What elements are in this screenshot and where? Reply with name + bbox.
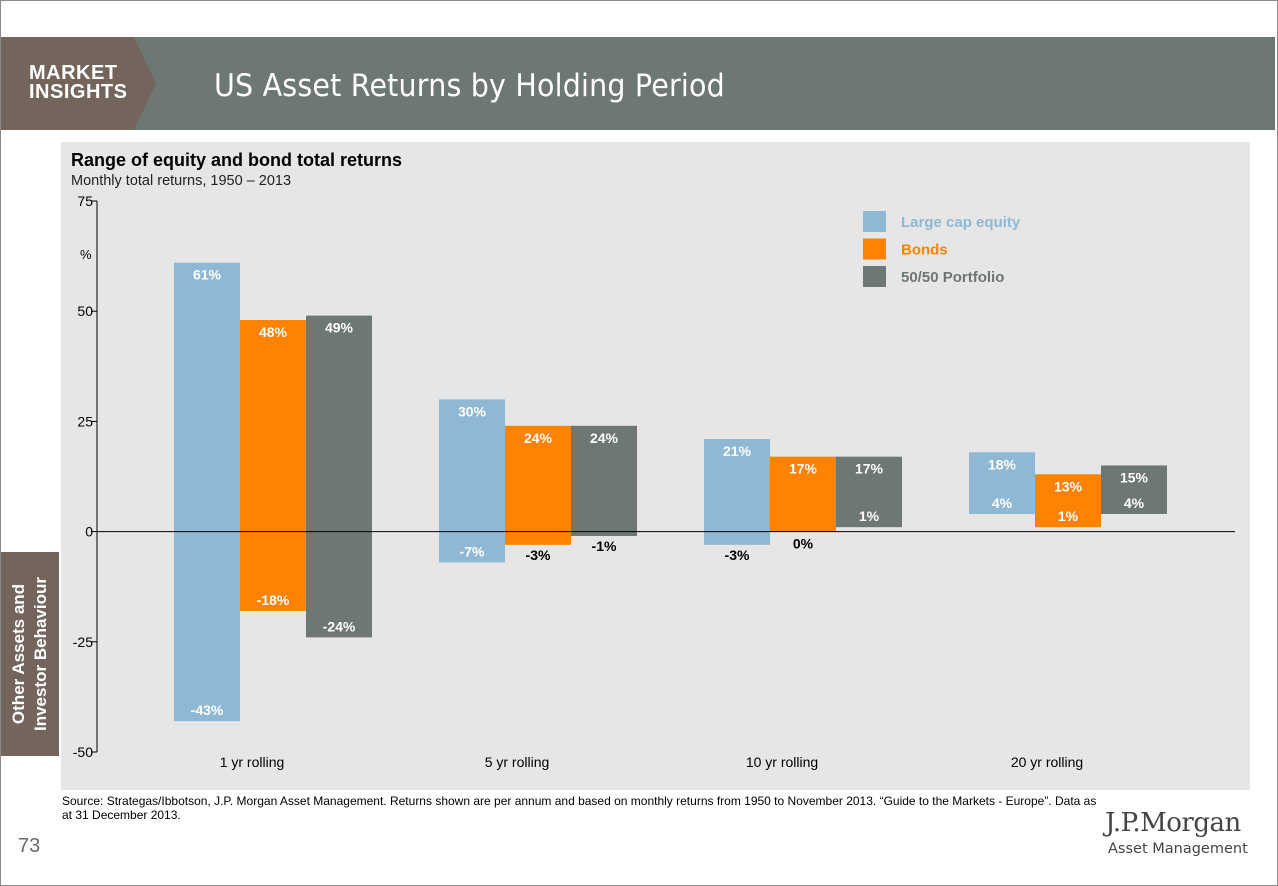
- x-category-label: 5 yr rolling: [485, 754, 550, 770]
- bar-bonds: [240, 320, 306, 611]
- bar-min-label: -3%: [526, 547, 551, 563]
- bar-50-50-portfolio: [571, 425, 637, 537]
- bar-max-label: 49%: [325, 320, 354, 336]
- bar-max-label: 30%: [458, 403, 487, 419]
- bar-50-50-portfolio: [1101, 465, 1167, 514]
- bar-min-label: -24%: [323, 618, 356, 634]
- brand-line-2: INSIGHTS: [29, 81, 128, 103]
- jpmorgan-logo: J.P.Morgan: [1105, 808, 1241, 838]
- bar-max-label: 61%: [193, 267, 222, 283]
- bar-max-label: 13%: [1054, 478, 1083, 494]
- bar-min-label: 4%: [992, 495, 1013, 511]
- header-band: [1, 37, 1275, 130]
- bar-max-label: 17%: [855, 461, 884, 477]
- bar-min-label: -43%: [191, 702, 224, 718]
- legend-label: 50/50 Portfolio: [901, 269, 1004, 286]
- bar-max-label: 48%: [259, 324, 288, 340]
- x-category-label: 20 yr rolling: [1011, 754, 1083, 770]
- bar-large-cap-equity: [969, 452, 1035, 514]
- x-category-label: 10 yr rolling: [746, 754, 818, 770]
- bar-max-label: 17%: [789, 461, 818, 477]
- legend-swatch: [863, 238, 886, 260]
- bar-min-label: -7%: [460, 543, 485, 559]
- bar-min-label: 1%: [859, 508, 880, 524]
- bar-max-label: 18%: [988, 456, 1017, 472]
- bar-min-label: -3%: [725, 547, 750, 563]
- y-tick-label: 75: [77, 193, 93, 209]
- bar-max-label: 24%: [524, 430, 553, 446]
- bar-max-label: 21%: [723, 443, 752, 459]
- section-side-tab: [1, 552, 59, 756]
- page-number: 73: [18, 835, 41, 857]
- bar-large-cap-equity: [174, 262, 240, 722]
- y-axis-unit-label: %: [80, 247, 92, 262]
- bar-large-cap-equity: [439, 399, 505, 563]
- legend-swatch: [863, 211, 886, 232]
- y-tick-label: -50: [73, 744, 93, 760]
- chart-subtitle: Monthly total returns, 1950 – 2013: [71, 173, 292, 189]
- y-tick-label: 0: [85, 524, 93, 540]
- bar-50-50-portfolio: [836, 456, 902, 528]
- bar-max-label: 15%: [1120, 469, 1149, 485]
- bar-bonds: [505, 425, 571, 545]
- brand-line-1: MARKET: [29, 62, 118, 84]
- brand-label: MARKET INSIGHTS: [29, 62, 128, 103]
- bar-min-label: 0%: [793, 536, 814, 552]
- chart-title: Range of equity and bond total returns: [71, 150, 403, 170]
- bar-50-50-portfolio: [306, 315, 372, 638]
- y-tick-label: 25: [77, 413, 93, 429]
- source-note: Source: Strategas/Ibbotson, J.P. Morgan …: [62, 794, 1097, 822]
- bar-min-label: -1%: [592, 538, 617, 554]
- bar-min-label: 1%: [1058, 508, 1079, 524]
- bar-bonds: [770, 456, 836, 532]
- bar-bonds: [1035, 474, 1101, 528]
- legend-label: Large cap equity: [901, 214, 1021, 231]
- x-category-label: 1 yr rolling: [220, 754, 285, 770]
- bar-min-label: -18%: [257, 592, 290, 608]
- bar-max-label: 24%: [590, 430, 619, 446]
- legend-label: Bonds: [901, 242, 948, 259]
- jpmorgan-logo-subtitle: Asset Management: [1108, 841, 1248, 857]
- page-title: US Asset Returns by Holding Period: [214, 68, 725, 104]
- bar-min-label: 4%: [1124, 495, 1145, 511]
- y-tick-label: 50: [77, 303, 93, 319]
- bar-large-cap-equity: [704, 439, 770, 545]
- y-tick-label: -25: [73, 634, 93, 650]
- brand-tab: [1, 37, 156, 130]
- legend-swatch: [863, 266, 886, 287]
